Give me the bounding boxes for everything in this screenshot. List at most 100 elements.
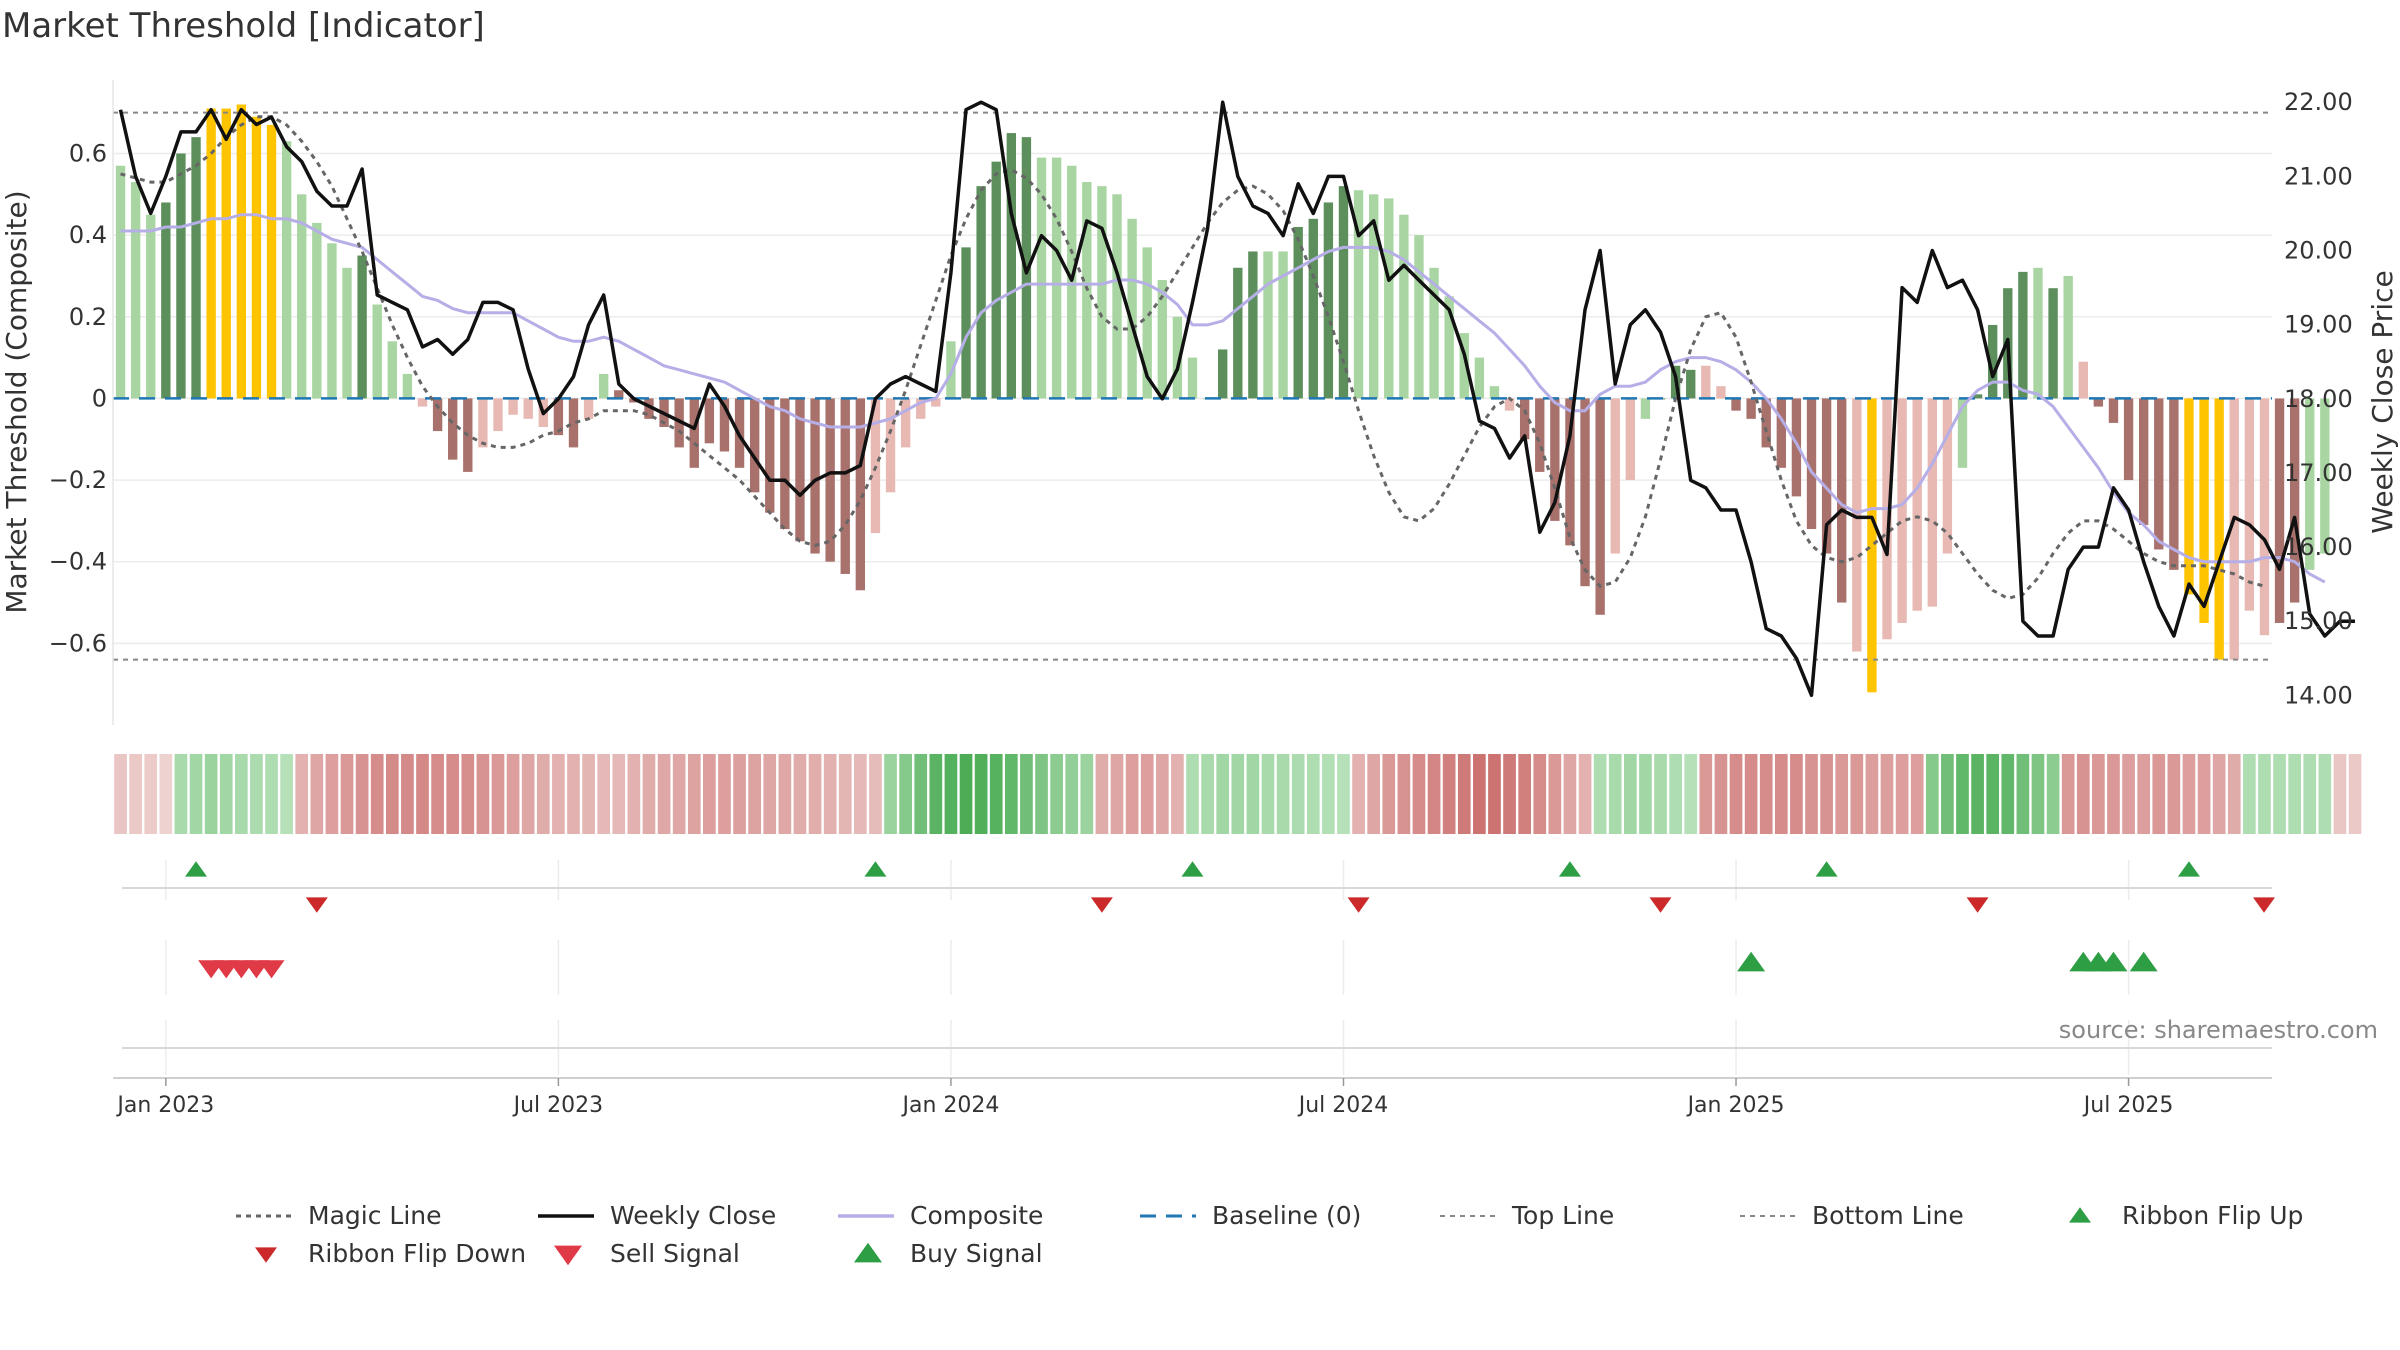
axes: 0.6 0.4 0.2 0 −0.2 −0.4 −0.6 22.00 21.00 20.00 19.… — [0, 80, 2399, 725]
ribbon-cell — [642, 754, 656, 834]
ribbon-cell — [1563, 754, 1577, 834]
composite-bar — [1988, 324, 1998, 399]
composite-bar — [357, 255, 367, 399]
y2-tick-label: 21.00 — [2284, 162, 2353, 190]
composite-bar — [523, 398, 533, 419]
ribbon-cell — [1095, 754, 1109, 834]
ribbon-cell — [129, 754, 142, 834]
composite-bar — [2063, 275, 2073, 399]
ribbon-cell — [2046, 754, 2060, 834]
composite-bar — [689, 398, 699, 468]
composite-bar — [553, 398, 564, 436]
composite-bar — [1338, 186, 1349, 399]
ribbon-cell — [2092, 754, 2105, 834]
ribbon-cell — [2061, 754, 2075, 834]
ribbon-cell — [1714, 754, 1728, 834]
ribbon-cell — [1805, 754, 1818, 834]
magic-line — [120, 115, 2265, 601]
composite-bar — [1867, 398, 1877, 693]
ribbon-cell — [1880, 754, 1894, 834]
ribbon-cell — [657, 754, 671, 834]
ribbon-cell — [2303, 754, 2317, 834]
ribbon-cell — [250, 754, 263, 834]
ribbon-cell — [974, 754, 988, 834]
composite-bar — [1414, 235, 1424, 399]
ribbon-cell — [944, 754, 958, 834]
y-tick-label: −0.6 — [49, 629, 107, 657]
ribbon-cell — [627, 754, 641, 834]
composite-bar — [1791, 398, 1802, 497]
ribbon-cell — [2016, 754, 2030, 834]
composite-bar — [1897, 398, 1907, 623]
ribbon-cell — [1759, 754, 1773, 834]
composite-bar — [1067, 165, 1077, 399]
composite-bar — [1127, 218, 1137, 399]
composite-bar — [1112, 194, 1122, 399]
ribbon-cell — [189, 754, 203, 834]
ribbon-cell — [1306, 754, 1320, 834]
composite-bar — [810, 398, 820, 554]
composite-bar — [2305, 398, 2315, 570]
composite-bar — [115, 165, 126, 399]
ribbon-cell — [416, 754, 429, 834]
composite-bar — [206, 108, 216, 399]
ribbon-cell — [1322, 754, 1335, 834]
y2-tick-label: 19.00 — [2284, 311, 2353, 339]
composite-bar — [146, 214, 156, 399]
ribbon-cell — [1427, 754, 1441, 834]
ribbon-cell — [1352, 754, 1365, 834]
x-tick-label: Jan 2024 — [900, 1093, 999, 1118]
ribbon-cell — [219, 754, 233, 834]
composite-bar — [2078, 361, 2088, 399]
composite-bar — [1837, 398, 1847, 603]
composite-bar — [1459, 333, 1469, 399]
ribbon-cell — [672, 754, 686, 834]
ribbon-cell — [1050, 754, 1063, 834]
composite-bar — [387, 341, 397, 399]
ribbon-cell — [1125, 754, 1139, 834]
ribbon-cell — [1065, 754, 1079, 834]
ribbon-cell — [114, 754, 127, 834]
composite-bar — [1882, 398, 1892, 640]
ribbon-cell — [929, 754, 943, 834]
composite-bar — [1172, 316, 1183, 399]
ribbon-cell — [1971, 754, 1984, 834]
ribbon — [114, 754, 2362, 834]
legend-label: Magic Line — [308, 1201, 442, 1230]
composite-bar — [1036, 157, 1047, 399]
legend-item-buy-signal: Buy Signal — [854, 1239, 1043, 1268]
ribbon-cell — [2107, 754, 2120, 834]
lines — [113, 100, 2355, 698]
composite-bar — [2244, 398, 2255, 611]
ribbon-cell — [2333, 754, 2347, 834]
composite-bar — [931, 398, 941, 407]
composite-bar — [765, 398, 775, 513]
ribbon-cell — [1155, 754, 1169, 834]
composite-bar — [2169, 398, 2179, 570]
ribbon-cell — [1367, 754, 1381, 834]
composite-bar — [130, 182, 141, 399]
legend-item-composite: Composite — [838, 1201, 1043, 1230]
legend-label: Sell Signal — [610, 1239, 740, 1268]
chart-title: Market Threshold [Indicator] — [2, 6, 485, 46]
composite-bar — [1942, 398, 1953, 554]
ribbon-cell — [567, 754, 580, 834]
composite-bar — [1248, 251, 1258, 399]
y2-tick-label: 18.00 — [2284, 385, 2353, 413]
composite-bar — [568, 398, 579, 448]
composite-bar — [599, 373, 609, 399]
legend-item-ribbon-flip-up: Ribbon Flip Up — [2069, 1201, 2303, 1230]
y2-tick-label: 16.00 — [2284, 533, 2353, 561]
ribbon-cell — [1669, 754, 1682, 834]
composite-bar — [946, 341, 956, 399]
ribbon-cell — [2167, 754, 2181, 834]
composite-bar — [1187, 357, 1198, 399]
ribbon-cell — [718, 754, 731, 834]
composite-bar — [2018, 271, 2028, 399]
legend-item-magic-line: Magic Line — [236, 1201, 442, 1230]
legend-item-bottom-line: Bottom Line — [1740, 1201, 1964, 1230]
composite-bar — [236, 104, 247, 399]
ribbon-cell — [1171, 754, 1184, 834]
ribbon-cell — [1729, 754, 1743, 834]
